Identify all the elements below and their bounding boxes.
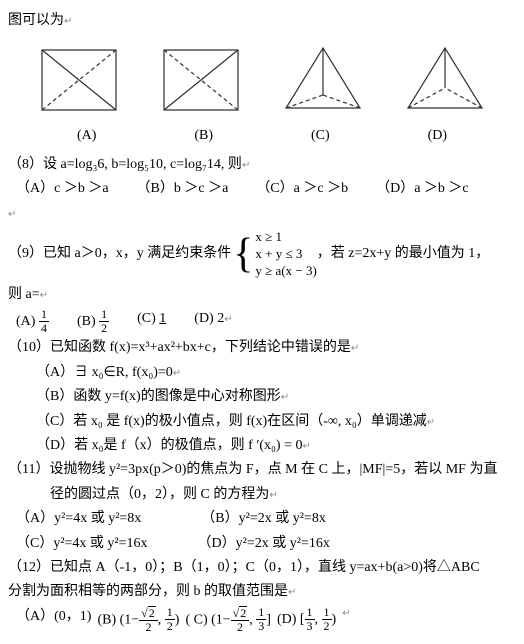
label-d: (D) <box>428 125 447 147</box>
q10-opt-c: （C）若 x₀ 是 f(x)的极小值点，则 f(x)在区间（-∞, x₀）单调递… <box>8 411 516 433</box>
q8-opt-d: （D）a ＞b ＞c <box>376 178 469 200</box>
q8-opt-a: （A）c ＞b ＞a <box>16 178 109 200</box>
diagram-d <box>400 40 490 115</box>
diagram-labels: (A) (B) (C) (D) <box>8 125 516 147</box>
q9-options: (A) 14 (B) 12 (C) 1 (D) 2↵ <box>8 308 516 335</box>
label-c: (C) <box>311 125 330 147</box>
q9-left: （9）已知 a＞0，x，y 满足约束条件 <box>8 243 231 265</box>
q9-opt-c: (C) 1 <box>137 308 166 335</box>
q11-opt-a: （A）y²=4x 或 y²=8x <box>16 508 141 530</box>
q12-stem1: （12）已知点 A（-1，0）；B（1，0）；C（0，1），直线 y=ax+b(… <box>8 557 516 579</box>
q9-opt-a: (A) 14 <box>16 308 49 335</box>
q11-row2: （C）y²=4x 或 y²=16x （D）y²=2x 或 y²=16x <box>8 533 516 555</box>
q11-stem1: （11）设抛物线 y²=3px(p＞0)的焦点为 F，点 M 在 C 上，|MF… <box>8 459 516 481</box>
q11-opt-b: （B）y²=2x 或 y²=8x <box>201 508 326 530</box>
q11-opt-d: （D）y²=2x 或 y²=16x <box>198 533 330 555</box>
diagram-row <box>8 34 516 121</box>
q12-stem2: 分割为面积相等的两部分，则 b 的取值范围是↵ <box>8 581 516 603</box>
q10-opt-a: （A）∃ x₀∈R, f(x₀)=0↵ <box>8 362 516 384</box>
q9-opt-d: (D) 2↵ <box>194 308 232 335</box>
q11-opt-c: （C）y²=4x 或 y²=16x <box>16 533 148 555</box>
label-a: (A) <box>77 125 96 147</box>
q9-opt-b: (B) 12 <box>77 308 109 335</box>
q10-opt-b: （B）函数 y=f(x)的图像是中心对称图形↵ <box>8 386 516 408</box>
q8-opt-b: （B）b ＞c ＞a <box>137 178 229 200</box>
diagram-a <box>34 40 124 115</box>
q10-opt-d: （D）若 x₀是 f（x）的极值点，则 f ′(x₀) = 0↵ <box>8 435 516 457</box>
diagram-b <box>156 40 246 115</box>
diagram-c <box>278 40 368 115</box>
q10-stem: （10）已知函数 f(x)=x³+ax²+bx+c，下列结论中错误的是↵ <box>8 337 516 359</box>
label-b: (B) <box>194 125 213 147</box>
q11-row1: （A）y²=4x 或 y²=8x （B）y²=2x 或 y²=8x <box>8 508 516 530</box>
q9-tail: 则 a=↵ <box>8 284 516 306</box>
q8-stem: （8）设 a=log₃6, b=log₅10, c=log₇14, 则↵ <box>8 154 516 176</box>
q8-opt-c: （C）a ＞c ＞b <box>256 178 348 200</box>
q9-cases: x ≥ 1 x + y ≤ 3 y ≥ a(x − 3) <box>255 229 316 280</box>
brace-icon: { <box>233 233 253 275</box>
intro-text: 图可以为↵ <box>8 10 516 32</box>
q9-right: ，若 z=2x+y 的最小值为 1， <box>317 243 490 265</box>
q8-options: （A）c ＞b ＞a （B）b ＞c ＞a （C）a ＞c ＞b （D）a ＞b… <box>8 178 516 200</box>
q11-stem2: 径的圆过点（0，2），则 C 的方程为↵ <box>8 484 516 506</box>
q9-stem: （9）已知 a＞0，x，y 满足约束条件 { x ≥ 1 x + y ≤ 3 y… <box>8 229 516 280</box>
